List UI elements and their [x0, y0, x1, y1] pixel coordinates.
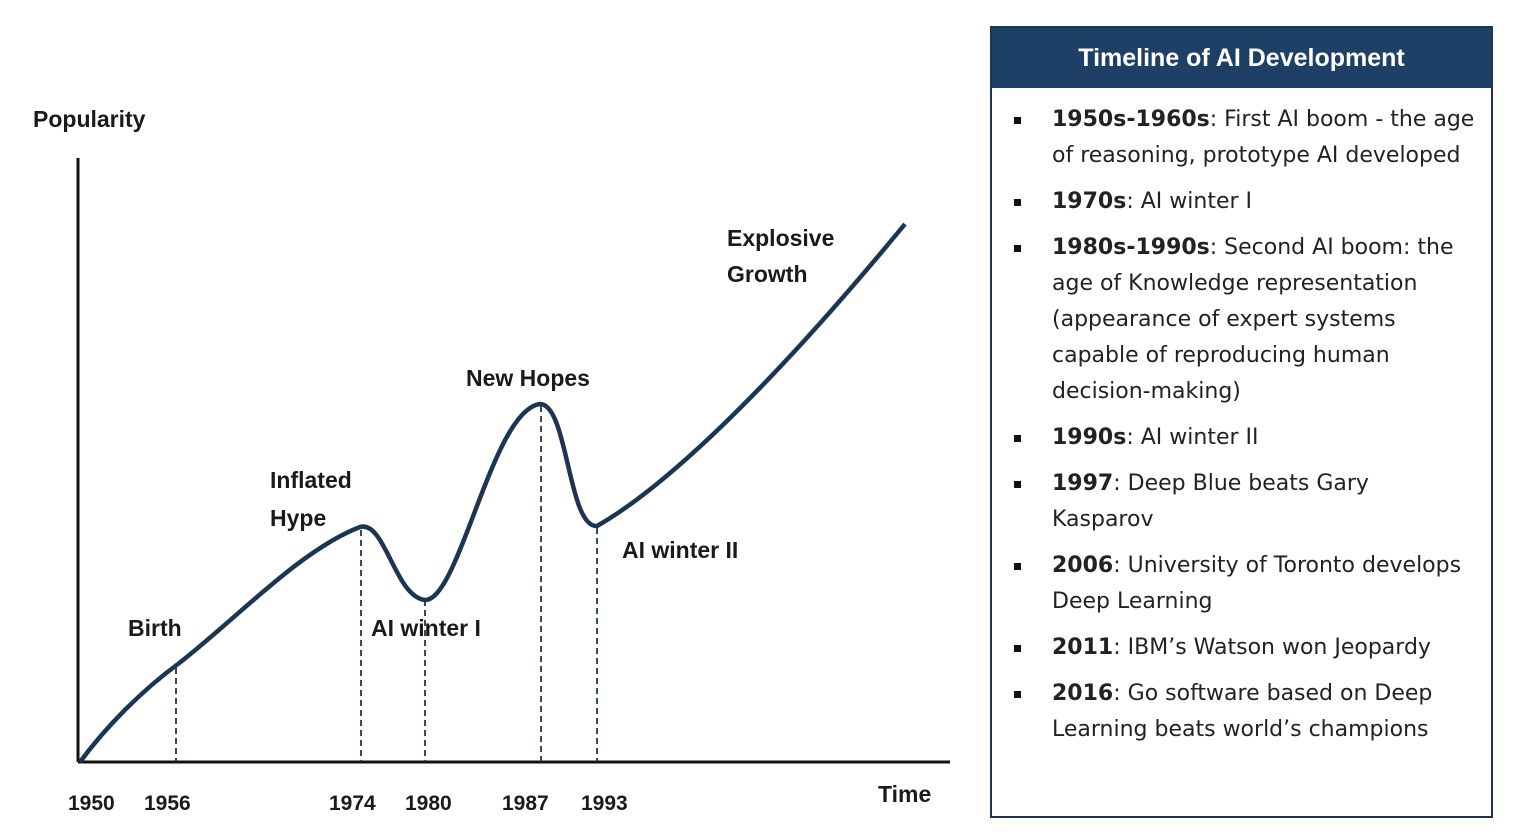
timeline-year: 1980s-1990s — [1052, 235, 1210, 260]
event-label-inflated-hype: Inflated Hype — [270, 467, 358, 531]
event-label-ai-winter-2: AI winter II — [622, 537, 738, 563]
tick-label-1980: 1980 — [405, 792, 452, 815]
timeline-item: 2011: IBM’s Watson won Jeopardy — [1012, 630, 1477, 666]
timeline-year: 1950s-1960s — [1052, 107, 1210, 132]
timeline-text: : AI winter I — [1126, 189, 1253, 214]
timeline-text: : Second AI boom: the age of Knowledge r… — [1052, 235, 1454, 404]
timeline-year: 1997 — [1052, 471, 1114, 496]
event-label-new-hopes: New Hopes — [466, 365, 590, 391]
popularity-curve — [78, 222, 907, 764]
timeline-panel: Timeline of AI Development 1950s-1960s: … — [990, 26, 1493, 818]
event-label-ai-winter-1: AI winter I — [371, 615, 481, 641]
y-axis-title: Popularity — [33, 106, 146, 132]
x-axis-title: Time — [878, 781, 931, 807]
timeline-item: 1990s: AI winter II — [1012, 420, 1477, 456]
timeline-list: 1950s-1960s: First AI boom - the age of … — [992, 88, 1491, 748]
timeline-text: : University of Toronto develops Deep Le… — [1052, 553, 1462, 614]
timeline-year: 2016 — [1052, 681, 1114, 706]
timeline-year: 2006 — [1052, 553, 1114, 578]
tick-label-1950: 1950 — [68, 792, 115, 815]
tick-label-1956: 1956 — [144, 792, 191, 815]
bullet-icon — [1014, 435, 1021, 442]
event-label-explosive-growth: Explosive Growth — [727, 225, 841, 287]
bullet-icon — [1014, 245, 1021, 252]
popularity-timeline-chart: Popularity Time 1950 1956 1974 1980 1987… — [33, 106, 950, 815]
timeline-text: : Deep Blue beats Gary Kasparov — [1052, 471, 1369, 532]
event-label-explosive-growth-line2: Growth — [727, 261, 808, 287]
timeline-year: 1970s — [1052, 189, 1127, 214]
event-label-inflated-hype-line1: Inflated — [270, 467, 352, 493]
tick-label-1974: 1974 — [329, 792, 376, 815]
event-label-inflated-hype-line2: Hype — [270, 505, 326, 531]
timeline-item: 2006: University of Toronto develops Dee… — [1012, 548, 1477, 620]
timeline-year: 1990s — [1052, 425, 1127, 450]
timeline-panel-title: Timeline of AI Development — [992, 28, 1491, 88]
event-label-explosive-growth-line1: Explosive — [727, 225, 834, 251]
bullet-icon — [1014, 691, 1021, 698]
bullet-icon — [1014, 563, 1021, 570]
timeline-item: 1997: Deep Blue beats Gary Kasparov — [1012, 466, 1477, 538]
timeline-item: 2016: Go software based on Deep Learning… — [1012, 676, 1477, 748]
timeline-item: 1980s-1990s: Second AI boom: the age of … — [1012, 230, 1477, 410]
timeline-text: : Go software based on Deep Learning bea… — [1052, 681, 1433, 742]
bullet-icon — [1014, 645, 1021, 652]
timeline-item: 1950s-1960s: First AI boom - the age of … — [1012, 102, 1477, 174]
timeline-text: : First AI boom - the age of reasoning, … — [1052, 107, 1475, 168]
timeline-text: : AI winter II — [1126, 425, 1259, 450]
tick-label-1993: 1993 — [581, 792, 628, 815]
tick-label-1987: 1987 — [502, 792, 549, 815]
timeline-item: 1970s: AI winter I — [1012, 184, 1477, 220]
event-label-birth: Birth — [128, 615, 182, 641]
timeline-text: : IBM’s Watson won Jeopardy — [1113, 635, 1431, 660]
bullet-icon — [1014, 199, 1021, 206]
bullet-icon — [1014, 481, 1021, 488]
timeline-year: 2011 — [1052, 635, 1114, 660]
bullet-icon — [1014, 117, 1021, 124]
